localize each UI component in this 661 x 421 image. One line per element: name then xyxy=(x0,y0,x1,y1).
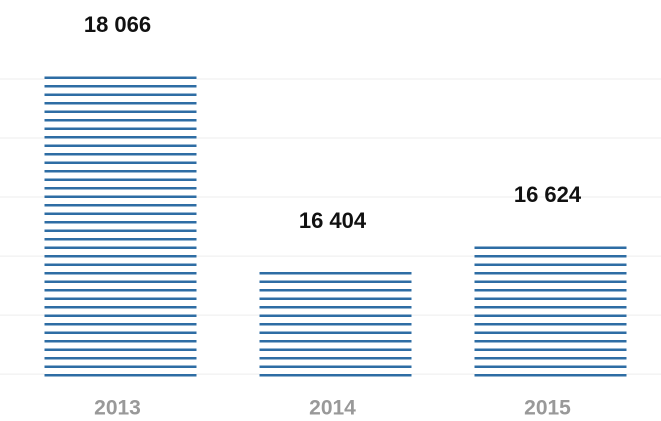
bar xyxy=(259,267,412,380)
value-label: 16 624 xyxy=(514,182,582,207)
x-tick-label: 2015 xyxy=(524,397,571,420)
value-label: 16 404 xyxy=(299,208,367,233)
value-label: 18 066 xyxy=(84,12,151,37)
x-tick-label: 2014 xyxy=(309,397,356,420)
bar xyxy=(44,71,197,380)
x-tick-label: 2013 xyxy=(94,397,141,420)
bar xyxy=(474,241,627,380)
